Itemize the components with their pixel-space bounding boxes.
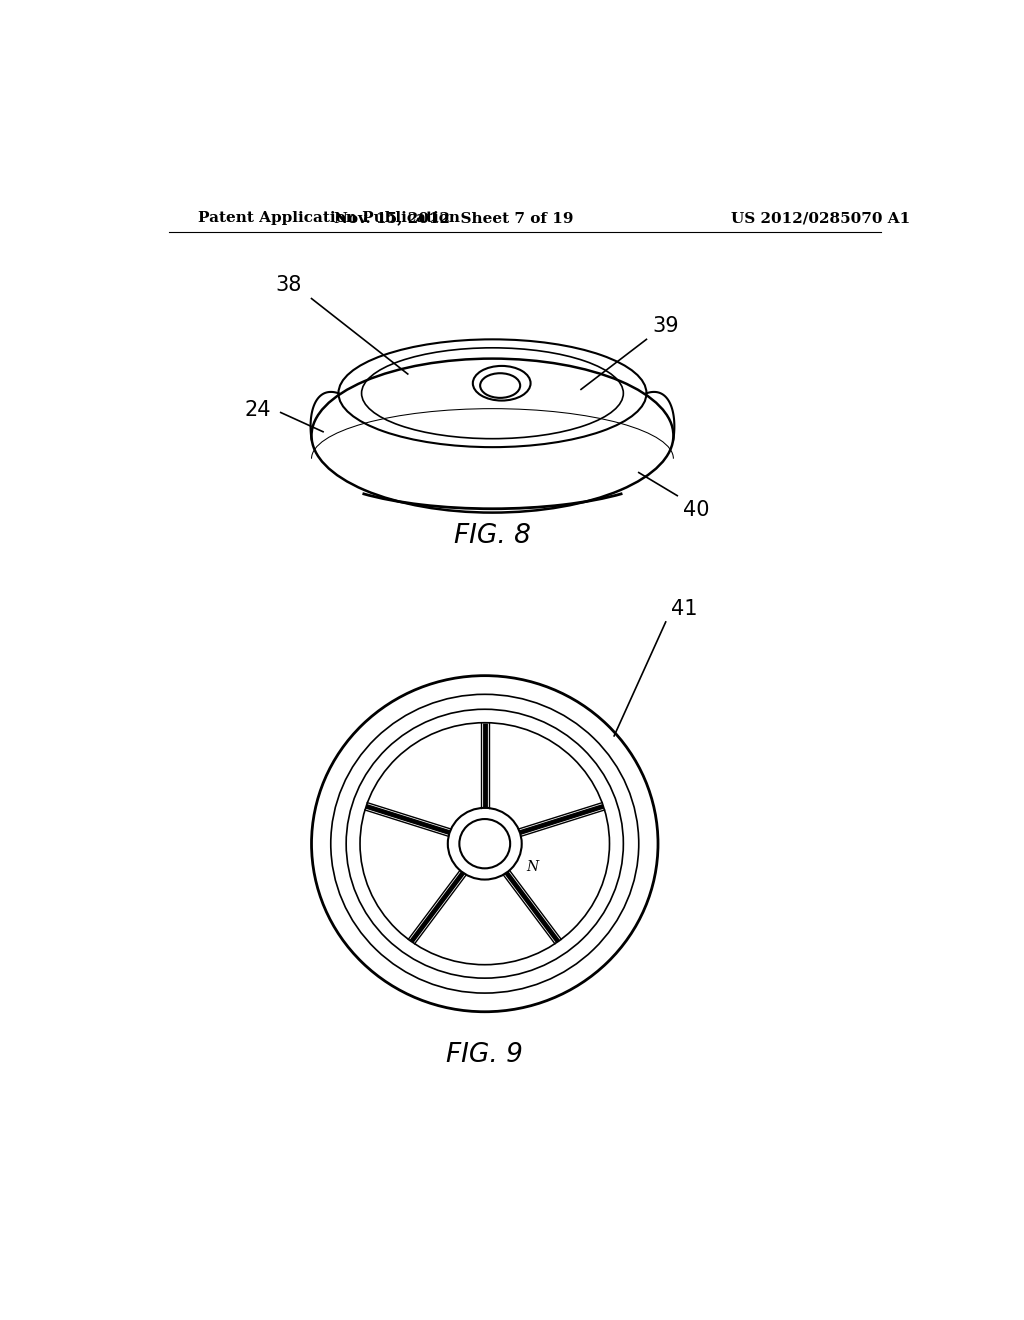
Text: US 2012/0285070 A1: US 2012/0285070 A1 (731, 211, 910, 226)
Text: Nov. 15, 2012  Sheet 7 of 19: Nov. 15, 2012 Sheet 7 of 19 (334, 211, 573, 226)
Text: 41: 41 (671, 599, 697, 619)
Text: 40: 40 (683, 500, 710, 520)
Text: 38: 38 (275, 275, 301, 294)
Text: 24: 24 (245, 400, 271, 420)
Text: N: N (526, 859, 539, 874)
Text: Patent Application Publication: Patent Application Publication (199, 211, 461, 226)
Text: 39: 39 (652, 315, 679, 335)
Text: FIG. 8: FIG. 8 (454, 523, 530, 549)
Text: FIG. 9: FIG. 9 (446, 1043, 523, 1068)
